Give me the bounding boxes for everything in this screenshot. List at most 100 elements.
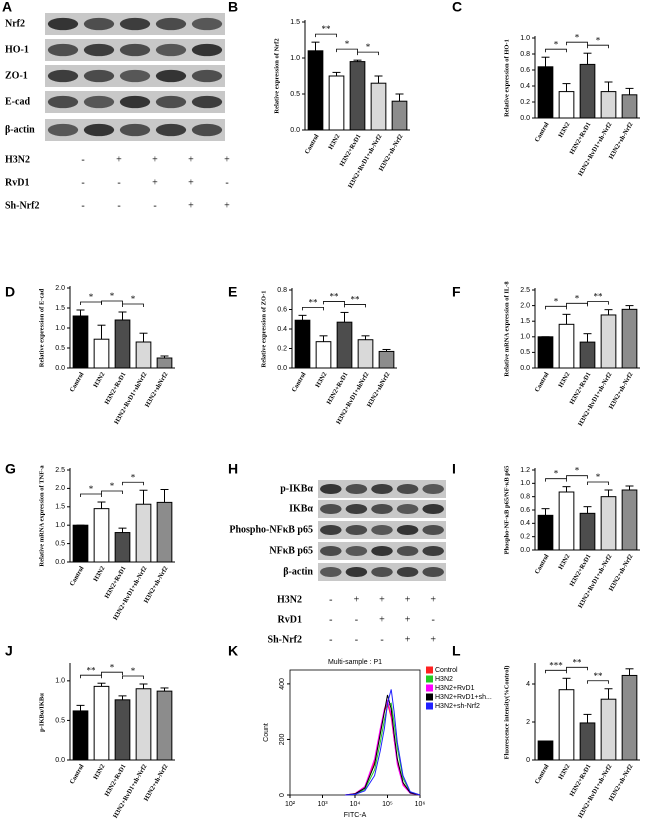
x-tick-label: H3N2+RvD1: [339, 133, 363, 168]
blot-band: [422, 483, 444, 495]
treatment-sign: +: [405, 634, 411, 645]
bar: [114, 532, 131, 563]
blot-band: [119, 69, 151, 83]
x-tick-label: Control: [69, 371, 86, 393]
blot-band: [191, 123, 223, 137]
panel-letter: E: [228, 284, 237, 300]
bar: [579, 512, 596, 551]
x-tick-label: H3N2+RvD1: [104, 565, 128, 600]
bar: [579, 341, 596, 369]
y-tick-label: 1.0: [290, 55, 300, 62]
y-tick-label: 0: [526, 757, 530, 764]
y-tick-label: 0.4: [277, 326, 287, 333]
blot-band: [191, 17, 223, 31]
bar: [349, 61, 366, 131]
treatment-sign: +: [430, 594, 436, 605]
treatment-label: H3N2: [5, 154, 30, 165]
bar: [135, 341, 152, 369]
x-tick-label: H3N2: [557, 121, 571, 139]
legend-label: H3N2+RvD1+sh...: [435, 694, 492, 701]
blot-band: [83, 69, 115, 83]
x-tick-label: Control: [304, 133, 321, 155]
panel-letter: L: [452, 643, 461, 659]
bar: [93, 338, 110, 369]
treatment-sign: -: [117, 177, 120, 188]
x-tick-label: H3N2+RvD1: [569, 371, 593, 406]
y-tick-label: 0.8: [520, 494, 530, 501]
bar: [370, 82, 387, 131]
bar: [621, 674, 638, 761]
treatment-sign: +: [188, 200, 194, 211]
bar: [600, 91, 617, 119]
significance-bracket: [80, 493, 102, 498]
bar: [579, 722, 596, 761]
blot-band: [47, 17, 79, 31]
y-axis-label: Relative mRNA expression of IL-8: [503, 281, 510, 377]
blot-band: [345, 524, 368, 536]
significance-bracket: [587, 481, 609, 485]
x-tick-label: H3N2: [557, 371, 571, 389]
blot-band: [83, 95, 115, 109]
significance-label: *: [554, 39, 559, 49]
x-tick-label: Control: [69, 763, 86, 785]
blot-band: [422, 503, 444, 515]
treatment-sign: +: [405, 614, 411, 625]
significance-bracket: [357, 51, 379, 56]
significance-bracket: [587, 301, 609, 305]
bar: [114, 699, 131, 761]
legend-label: H3N2: [435, 676, 453, 683]
bar: [72, 524, 89, 563]
histogram-curve: [345, 689, 421, 796]
blot-band: [191, 69, 223, 83]
x-tick-label: H3N2+RvD1: [569, 553, 593, 588]
bar: [93, 685, 110, 761]
significance-label: *: [89, 292, 94, 302]
bar: [621, 308, 638, 369]
blot-band: [371, 503, 393, 515]
y-tick-label: 0.5: [290, 91, 300, 98]
bar: [537, 514, 554, 551]
significance-label: *: [366, 42, 371, 52]
significance-label: **: [594, 671, 604, 681]
treatment-sign: -: [329, 634, 332, 645]
x-tick-label: H3N2: [557, 763, 571, 781]
x-tick-label: 10⁴: [350, 801, 361, 808]
bar: [600, 314, 617, 369]
legend-swatch: [426, 666, 433, 674]
y-tick-label: 4: [526, 681, 530, 688]
blot-band: [155, 43, 187, 57]
y-tick-label: 0.5: [55, 717, 65, 724]
x-tick-label: H3N2+RvD1: [569, 121, 593, 156]
protein-label: β-actin: [5, 124, 35, 135]
blot-band: [422, 566, 444, 578]
blot-band: [119, 95, 151, 109]
protein-label: NFκB p65: [269, 545, 313, 556]
blot-band: [345, 483, 368, 495]
blot-band: [155, 123, 187, 137]
x-tick-label: H3N2: [327, 133, 341, 151]
significance-label: **: [322, 24, 332, 34]
significance-label: *: [554, 469, 559, 479]
significance-bracket: [545, 478, 567, 482]
y-tick-label: 0.5: [520, 349, 530, 356]
blot-band: [371, 483, 393, 495]
protein-label: Phospho-NFκB p65: [229, 524, 313, 535]
y-tick-label: 1.5: [55, 305, 65, 312]
bar: [135, 503, 152, 563]
significance-label: ***: [549, 660, 563, 670]
significance-label: *: [110, 291, 115, 301]
x-tick-label: Control: [69, 565, 86, 587]
y-tick-label: 0.6: [277, 306, 287, 313]
x-tick-label: H3N2+RvD1: [569, 763, 593, 798]
y-tick-label: 0.0: [290, 127, 300, 134]
treatment-sign: +: [354, 594, 360, 605]
significance-label: *: [131, 666, 136, 676]
y-tick-label: 0.0: [55, 365, 65, 372]
y-tick-label: 2.5: [55, 467, 65, 474]
significance-bracket: [545, 305, 567, 310]
x-tick-label: H3N2+shNrf2: [144, 371, 170, 408]
x-tick-label: H3N2: [92, 371, 106, 389]
bar: [357, 339, 374, 369]
significance-bracket: [122, 481, 144, 486]
y-tick-label: 0.0: [277, 365, 287, 372]
